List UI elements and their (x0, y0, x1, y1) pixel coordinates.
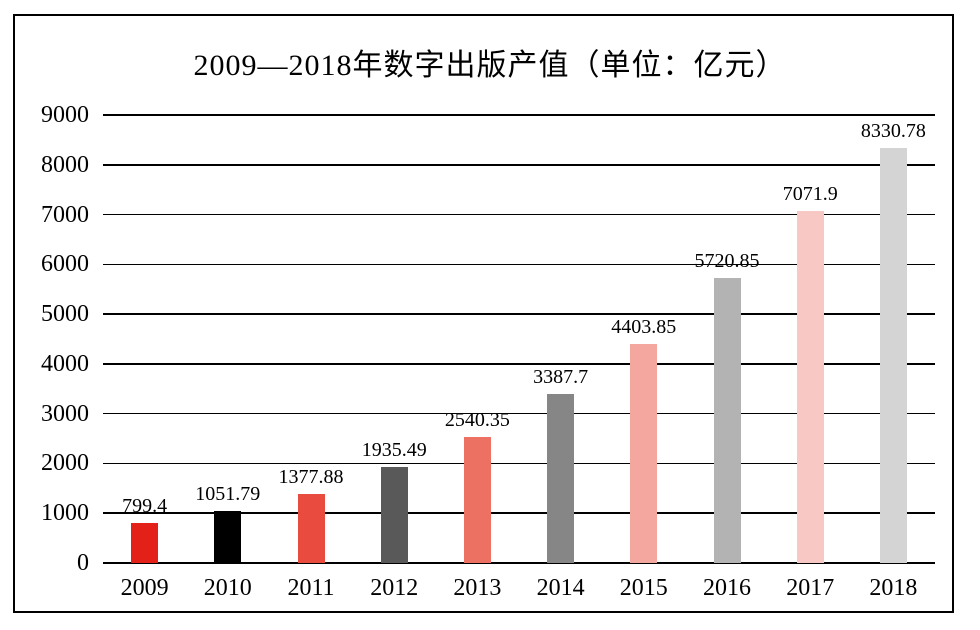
y-axis-tick-label: 3000 (41, 400, 89, 427)
bar-value-label: 1051.79 (195, 482, 261, 505)
x-axis-tick-label: 2015 (619, 575, 668, 601)
bar-2011 (297, 494, 325, 563)
bar-2018 (879, 148, 907, 563)
chart-title: 2009—2018年数字出版产值（单位：亿元） (193, 49, 787, 82)
bar-2010 (214, 510, 242, 563)
bar-2012 (380, 466, 408, 563)
gridline (103, 562, 935, 564)
bar-2013 (463, 436, 491, 563)
gridline (103, 213, 935, 216)
bar-2016 (713, 278, 741, 563)
y-axis-tick-label: 2000 (41, 450, 89, 477)
gridline (103, 462, 935, 465)
y-axis-tick-label: 8000 (41, 151, 89, 178)
bar-value-label: 1377.88 (278, 466, 344, 489)
plot-area: 799.4 1051.79 1377.88 1935.49 2540.35 3387.7 4… (103, 114, 935, 564)
bar-value-label: 1935.49 (361, 438, 427, 461)
x-axis-tick-label: 2017 (786, 575, 835, 601)
bar-value-label: 4403.85 (611, 315, 677, 338)
gridline (103, 164, 935, 166)
x-axis-tick-label: 2010 (203, 575, 252, 601)
y-axis-tick-label: 5000 (41, 301, 89, 328)
y-axis-tick-label: 7000 (41, 201, 89, 228)
gridline (103, 114, 935, 116)
bar-2015 (630, 343, 658, 563)
bar-value-label: 3387.7 (533, 366, 589, 389)
y-axis-tick-label: 6000 (41, 251, 89, 278)
bar-value-label: 7071.9 (782, 182, 838, 205)
x-axis-tick-label: 2014 (536, 575, 585, 601)
bar-value-label: 5720.85 (694, 250, 760, 273)
x-axis-tick-label: 2011 (287, 575, 335, 601)
bar-2009 (131, 523, 159, 563)
bar-2017 (796, 210, 824, 563)
gridline (103, 512, 935, 514)
gridline (103, 412, 935, 415)
gridline (103, 263, 935, 266)
bar-2014 (547, 394, 575, 563)
y-axis-tick-label: 4000 (41, 350, 89, 377)
x-axis-tick-label: 2018 (869, 575, 918, 601)
x-axis-tick-label: 2016 (703, 575, 751, 601)
x-axis-tick-label: 2009 (120, 575, 169, 601)
x-axis-tick-label: 2012 (370, 575, 419, 601)
bar-value-label: 799.4 (122, 495, 168, 518)
x-axis-tick-label: 2013 (453, 575, 502, 601)
y-axis-tick-label: 1000 (41, 500, 89, 527)
y-axis-tick-label: 9000 (41, 102, 89, 128)
bar-value-label: 8330.78 (860, 120, 926, 143)
gridline (103, 313, 935, 315)
y-axis-tick-label: 0 (77, 550, 89, 576)
bar-value-label: 2540.35 (444, 408, 510, 431)
gridline (103, 363, 935, 365)
